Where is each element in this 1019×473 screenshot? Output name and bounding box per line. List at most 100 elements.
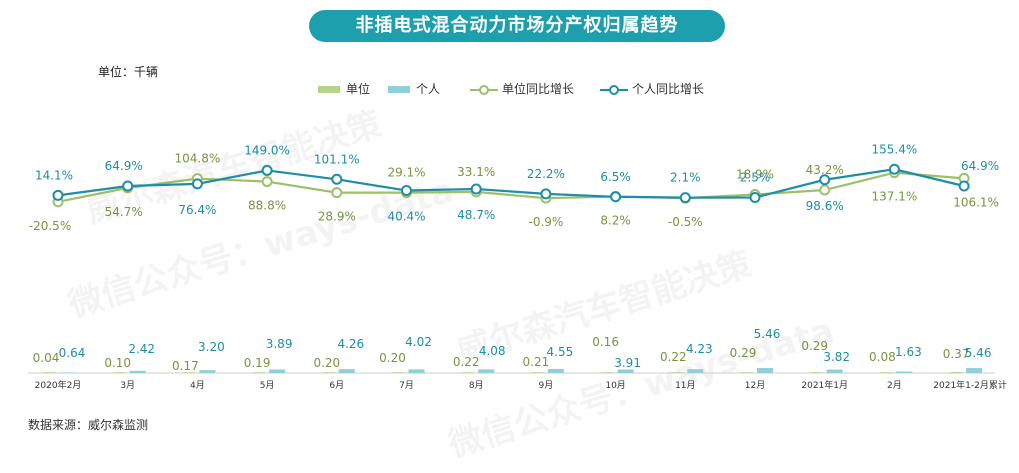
legend-swatch-corporate-growth <box>470 84 498 95</box>
label-personal-growth: 6.5% <box>600 170 631 184</box>
bar-label-corporate: 0.20 <box>313 356 340 370</box>
bar-corporate <box>392 372 405 373</box>
point-personal-growth <box>540 188 552 200</box>
bar-label-corporate: 0.22 <box>453 355 480 369</box>
point-personal-growth <box>261 164 273 176</box>
bar-label-personal: 3.82 <box>823 350 850 364</box>
bar-label-corporate: 0.17 <box>172 359 199 373</box>
point-corporate-growth <box>261 176 273 188</box>
point-corporate-growth <box>331 187 343 199</box>
bar-corporate <box>253 372 266 373</box>
label-corporate-growth: -20.5% <box>29 219 71 233</box>
legend-swatch-corporate <box>318 86 340 93</box>
bar-label-personal: 4.23 <box>686 342 713 356</box>
bar-personal <box>687 369 704 373</box>
point-personal-growth <box>679 192 691 204</box>
label-personal-growth: 64.9% <box>961 159 999 173</box>
x-tick-label: 7月 <box>399 380 414 391</box>
bar-label-corporate: 0.04 <box>33 351 60 365</box>
legend-swatch-personal <box>388 86 410 93</box>
label-personal-growth: 155.4% <box>872 142 918 156</box>
label-personal-growth: 22.2% <box>527 167 565 181</box>
bar-corporate <box>601 372 614 373</box>
bar-personal <box>617 369 634 373</box>
series-line-personal-growth <box>57 168 965 199</box>
source-note: 数据来源：威尔森监测 <box>28 418 149 432</box>
point-personal-growth <box>958 180 970 192</box>
point-personal-growth <box>331 173 343 185</box>
point-personal-growth <box>610 191 622 203</box>
bar-label-personal: 4.08 <box>479 344 506 358</box>
label-corporate-growth: 137.1% <box>872 190 918 204</box>
bar-personal <box>269 369 286 373</box>
bar-label-corporate: 0.20 <box>379 351 406 365</box>
bar-label-corporate: 0.22 <box>660 350 687 364</box>
bar-corporate <box>462 372 475 373</box>
bar-personal <box>129 370 146 373</box>
label-personal-growth: 64.9% <box>105 159 143 173</box>
label-personal-growth: 98.6% <box>806 199 844 213</box>
bar-corporate <box>113 372 126 373</box>
x-tick-label: 2月 <box>887 380 902 391</box>
bar-personal <box>896 371 913 373</box>
label-personal-growth: 2.5% <box>740 171 771 185</box>
label-corporate-growth: -0.9% <box>528 215 563 229</box>
x-tick-label: 10月 <box>605 380 625 391</box>
x-tick-label: 11月 <box>675 380 695 391</box>
x-tick-label: 2021年1-2月累计 <box>933 379 1007 391</box>
point-personal-growth <box>749 192 761 204</box>
legend-item-personal-growth: 个人同比增长 <box>600 80 704 97</box>
series-line-corporate-growth <box>57 171 965 203</box>
chart-title: 非插电式混合动力市场分产权归属趋势 <box>309 10 725 42</box>
bar-corporate <box>531 372 544 373</box>
x-tick-label: 2020年2月 <box>35 379 82 391</box>
point-personal-growth <box>122 180 134 192</box>
bar-label-corporate: 0.29 <box>730 346 757 360</box>
label-corporate-growth: 106.1% <box>953 195 999 209</box>
bar-label-personal: 5.46 <box>965 346 992 360</box>
bar-label-corporate: 0.10 <box>104 356 131 370</box>
bar-label-personal: 3.20 <box>198 340 225 354</box>
bar-corporate <box>671 372 684 373</box>
bar-label-personal: 4.02 <box>405 335 432 349</box>
bar-label-personal: 1.63 <box>895 345 922 359</box>
label-personal-growth: 76.4% <box>178 203 216 217</box>
x-tick-label: 3月 <box>120 380 135 391</box>
bar-label-corporate: 0.37 <box>943 347 970 361</box>
bar-corporate <box>810 372 823 373</box>
bar-label-personal: 4.26 <box>337 337 364 351</box>
bar-label-personal: 4.55 <box>547 345 574 359</box>
label-personal-growth: 40.4% <box>387 210 425 224</box>
x-tick-label: 12月 <box>745 380 765 391</box>
point-personal-growth <box>52 189 64 201</box>
x-tick-label: 8月 <box>469 380 484 391</box>
label-corporate-growth: -0.5% <box>668 215 703 229</box>
point-personal-growth <box>401 185 412 197</box>
legend-label-corporate-growth: 单位同比增长 <box>502 82 575 96</box>
point-personal-growth <box>819 174 831 186</box>
legend-item-corporate-growth: 单位同比增长 <box>470 80 574 97</box>
label-corporate-growth: 28.9% <box>318 210 356 224</box>
point-corporate-growth <box>819 184 831 196</box>
x-tick-label: 6月 <box>329 380 344 391</box>
bar-label-corporate: 0.21 <box>523 355 550 369</box>
bar-label-personal: 2.42 <box>128 342 155 356</box>
bar-label-personal: 3.89 <box>266 337 293 351</box>
label-personal-growth: 101.1% <box>314 152 360 166</box>
bar-personal <box>408 369 425 373</box>
point-personal-growth <box>191 178 203 190</box>
bar-personal <box>478 369 495 373</box>
legend-label-personal: 个人 <box>416 82 441 96</box>
point-personal-growth <box>888 163 900 175</box>
label-corporate-growth: 104.8% <box>175 152 221 166</box>
bar-corporate <box>322 372 335 373</box>
label-corporate-growth: 18.9% <box>736 168 774 182</box>
label-personal-growth: 14.1% <box>35 168 73 182</box>
bar-corporate <box>880 372 893 373</box>
bar-personal <box>60 372 76 373</box>
legend-item-personal: 个人 <box>388 80 440 97</box>
label-corporate-growth: 8.2% <box>600 213 631 227</box>
label-corporate-growth: 29.1% <box>387 166 425 180</box>
legend-item-corporate: 单位 <box>318 80 370 97</box>
